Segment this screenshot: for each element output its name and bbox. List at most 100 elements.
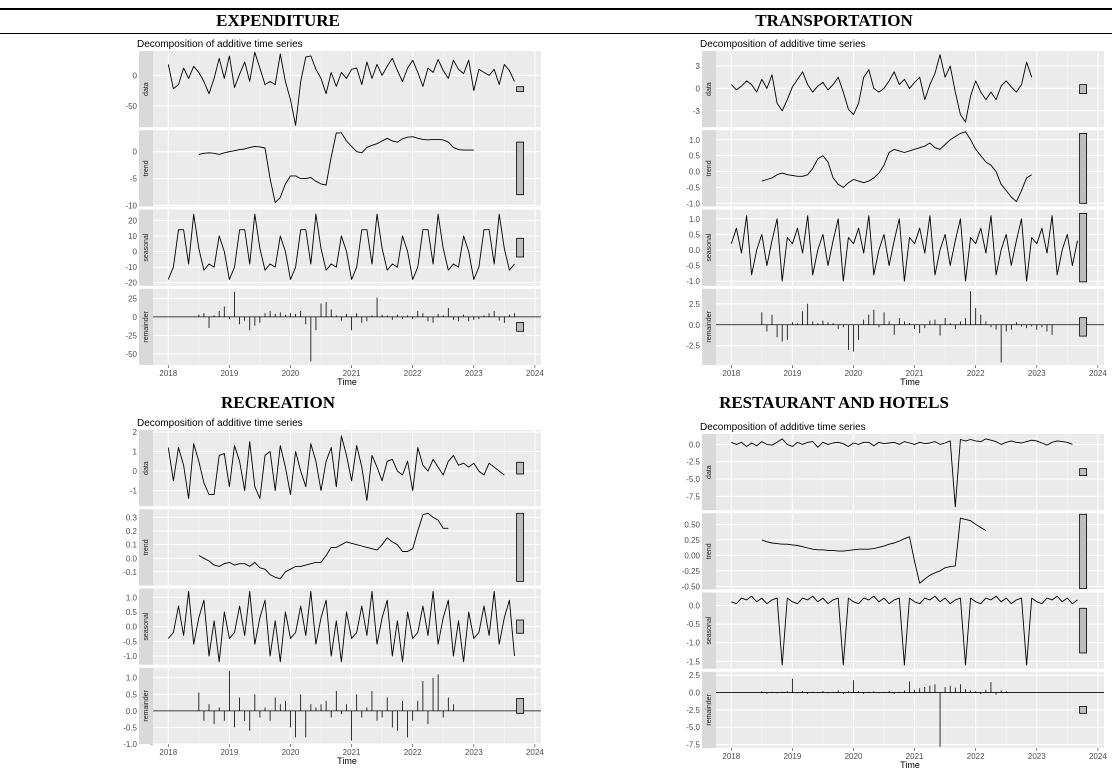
- tick-label-x: 2018: [159, 748, 177, 757]
- top-rule: [0, 8, 1112, 10]
- strip-label-seasonal: seasonal: [143, 233, 150, 261]
- tick-label-y: 0.0: [689, 689, 701, 698]
- tick-label-y: 0.5: [689, 230, 701, 239]
- strip-trend: [702, 130, 716, 207]
- tick-label-y: 0: [133, 71, 138, 80]
- chart-header-expenditure: EXPENDITURE: [216, 11, 340, 30]
- panel-background-data: [716, 434, 1104, 511]
- panel-background-trend: [716, 513, 1104, 590]
- tick-label-y: 0.5: [689, 152, 701, 161]
- tick-label-y: -5.0: [686, 475, 700, 484]
- tick-label-x: 2022: [967, 369, 985, 378]
- tick-label-y: -50: [125, 102, 137, 111]
- range-bar-seasonal: [516, 237, 525, 258]
- tick-label-y: -1.0: [686, 639, 700, 648]
- strip-trend: [702, 513, 716, 590]
- tick-label-x: 2023: [1028, 752, 1046, 761]
- tick-label-y: 0.0: [126, 623, 138, 632]
- tick-label-y: -7.5: [686, 741, 700, 750]
- tick-label-x: 2018: [722, 369, 740, 378]
- panel-background-remainder: [716, 288, 1104, 365]
- series-line-seasonal: [167, 590, 515, 663]
- tick-label-x: 2019: [783, 752, 801, 761]
- tick-label-y: 20: [128, 216, 137, 225]
- tick-label-y: 25: [128, 294, 137, 303]
- tick-label-y: 0: [696, 84, 701, 93]
- tick-label-x: 2019: [783, 369, 801, 378]
- tick-label-x: 2021: [906, 752, 924, 761]
- tick-label-x: 2020: [845, 752, 863, 761]
- tick-label-y: 2: [133, 428, 138, 437]
- strip-label-data: data: [143, 461, 150, 475]
- range-bar-trend: [516, 512, 525, 582]
- tick-label-y: 0.0: [689, 168, 701, 177]
- tick-label-y: 1.0: [126, 593, 138, 602]
- series-line-seasonal: [730, 215, 1078, 282]
- tick-label-y: 0: [133, 148, 138, 157]
- chart-restaurant: Decomposition of additive time series 0.0…: [682, 422, 1108, 770]
- tick-label-y: 0.50: [684, 520, 700, 529]
- tick-label-x: 2024: [1089, 752, 1107, 761]
- x-axis-label: Time: [337, 756, 357, 766]
- strip-data: [702, 434, 716, 511]
- tick-label-x: 2020: [282, 748, 300, 757]
- tick-label-x: 2024: [526, 369, 544, 378]
- range-bar-data: [1079, 468, 1088, 476]
- range-bar-seasonal: [1079, 607, 1088, 654]
- chart-title: Decomposition of additive time series: [700, 39, 866, 50]
- tick-label-y: -5.0: [686, 723, 700, 732]
- chart-title: Decomposition of additive time series: [137, 418, 303, 429]
- series-line-data: [730, 54, 1033, 123]
- chart-header-recreation: RECREATION: [221, 393, 335, 412]
- tick-label-y: 0.0: [689, 246, 701, 255]
- strip-label-trend: trend: [706, 160, 713, 176]
- strip-label-trend: trend: [143, 160, 150, 176]
- panel-background-seasonal: [716, 592, 1104, 669]
- series-line-trend: [761, 517, 987, 584]
- series-line-data: [167, 51, 515, 126]
- tick-label-x: 2020: [845, 369, 863, 378]
- tick-label-y: -0.5: [123, 723, 137, 732]
- strip-trend: [139, 130, 153, 207]
- panel-background-trend: [153, 509, 541, 586]
- tick-label-y: -1.0: [686, 199, 700, 208]
- tick-label-x: 2023: [1028, 369, 1046, 378]
- panel-background-data: [153, 51, 541, 128]
- panel-background-trend: [716, 130, 1104, 207]
- tick-label-y: -0.1: [123, 568, 137, 577]
- tick-label-x: 2020: [282, 369, 300, 378]
- series-line-seasonal: [167, 213, 515, 280]
- tick-label-y: -1.0: [123, 740, 137, 749]
- tick-label-x: 2021: [343, 369, 361, 378]
- tick-label-y: 0: [133, 313, 138, 322]
- strip-label-remainder: remainder: [706, 310, 713, 342]
- tick-label-y: 3: [696, 62, 701, 71]
- series-line-trend: [198, 512, 449, 580]
- tick-label-y: 0.3: [126, 513, 138, 522]
- tick-label-y: -0.5: [686, 262, 700, 271]
- panel-background-trend: [153, 130, 541, 207]
- chart-header-transportation: TRANSPORTATION: [755, 11, 913, 30]
- tick-label-y: -5: [130, 175, 138, 184]
- panel-background-remainder: [153, 667, 541, 744]
- strip-data: [702, 51, 716, 128]
- tick-label-y: -0.5: [123, 637, 137, 646]
- tick-label-y: 1.0: [126, 674, 138, 683]
- tick-label-x: 2019: [220, 369, 238, 378]
- tick-label-x: 2022: [404, 748, 422, 757]
- tick-label-y: 2.5: [689, 671, 701, 680]
- tick-label-x: 2023: [465, 748, 483, 757]
- range-bar-trend: [1079, 133, 1088, 204]
- strip-remainder: [139, 288, 153, 365]
- tick-label-x: 2021: [906, 369, 924, 378]
- strip-seasonal: [702, 592, 716, 669]
- series-line-trend: [198, 132, 474, 204]
- range-bar-data: [516, 86, 525, 92]
- tick-label-y: -2.5: [686, 706, 700, 715]
- strip-seasonal: [702, 209, 716, 286]
- range-bar-remainder: [516, 698, 525, 714]
- tick-label-y: -3: [693, 107, 701, 116]
- strip-seasonal: [139, 209, 153, 286]
- series-line-trend: [761, 131, 1032, 203]
